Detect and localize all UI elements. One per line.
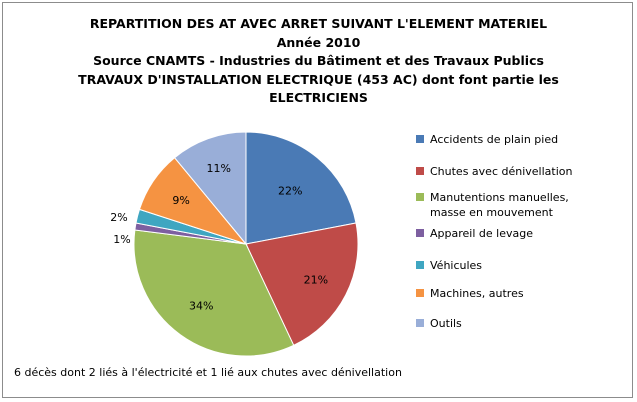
legend-item-vehicules: Véhicules [416, 258, 620, 273]
slice-label-vehicules: 2% [110, 211, 127, 224]
legend-swatch [416, 167, 424, 175]
legend-swatch [416, 289, 424, 297]
legend-swatch [416, 261, 424, 269]
pie-slice-accidents-de-plain-pied [245, 131, 357, 245]
legend-label: Outils [430, 317, 462, 330]
slice-label-appareil-de-levage: 1% [113, 233, 130, 246]
legend-label: Accidents de plain pied [430, 133, 559, 146]
legend-item-accidents-de-plain-pied: Accidents de plain pied [416, 132, 620, 147]
legend-label: Manutentions manuelles, masse en mouvemen… [430, 191, 569, 219]
chart-title: REPARTITION DES AT AVEC ARRET SUIVANT L'… [3, 15, 634, 108]
pie-slice-chutes-avec-denivellation [245, 222, 359, 347]
legend-label: Véhicules [430, 259, 483, 272]
title-line-3: Source CNAMTS - Industries du Bâtiment e… [93, 53, 544, 68]
title-line-2: Année 2010 [276, 34, 361, 50]
legend-label: Chutes avec dénivellation [430, 165, 573, 178]
slice-label-chutes-avec-denivellation: 21% [304, 274, 328, 287]
title-line-1: REPARTITION DES AT AVEC ARRET SUIVANT L'… [89, 16, 548, 31]
slice-label-accidents-de-plain-pied: 22% [278, 184, 302, 197]
legend-item-machines-autres: Machines, autres [416, 286, 620, 301]
legend-item-chutes-avec-denivellation: Chutes avec dénivellation [416, 164, 620, 179]
legend-swatch [416, 319, 424, 327]
legend-label: Appareil de levage [430, 227, 533, 240]
title-line-5: ELECTRICIENS [269, 90, 368, 105]
legend-label: Machines, autres [430, 287, 524, 300]
legend-swatch [416, 193, 424, 201]
chart-annotation: 6 décès dont 2 liés à l'électricité et 1… [14, 366, 402, 379]
slice-label-outils: 11% [206, 162, 230, 175]
legend-item-outils: Outils [416, 316, 620, 331]
legend-item-manutentions-manuelles-masse-en-mouvement: Manutentions manuelles, masse en mouvemen… [416, 190, 620, 220]
legend-swatch [416, 229, 424, 237]
slice-label-manutentions-manuelles-masse-en-mouvement: 34% [189, 300, 213, 313]
pie-slice-manutentions-manuelles-masse-en-mouvement [133, 229, 295, 357]
title-line-4: TRAVAUX D'INSTALLATION ELECTRIQUE (453 A… [78, 71, 559, 87]
pie-slice-outils [173, 131, 247, 246]
legend-swatch [416, 135, 424, 143]
legend-item-appareil-de-levage: Appareil de levage [416, 226, 620, 241]
chart-frame: REPARTITION DES AT AVEC ARRET SUIVANT L'… [2, 2, 633, 398]
slice-label-machines-autres: 9% [172, 194, 189, 207]
